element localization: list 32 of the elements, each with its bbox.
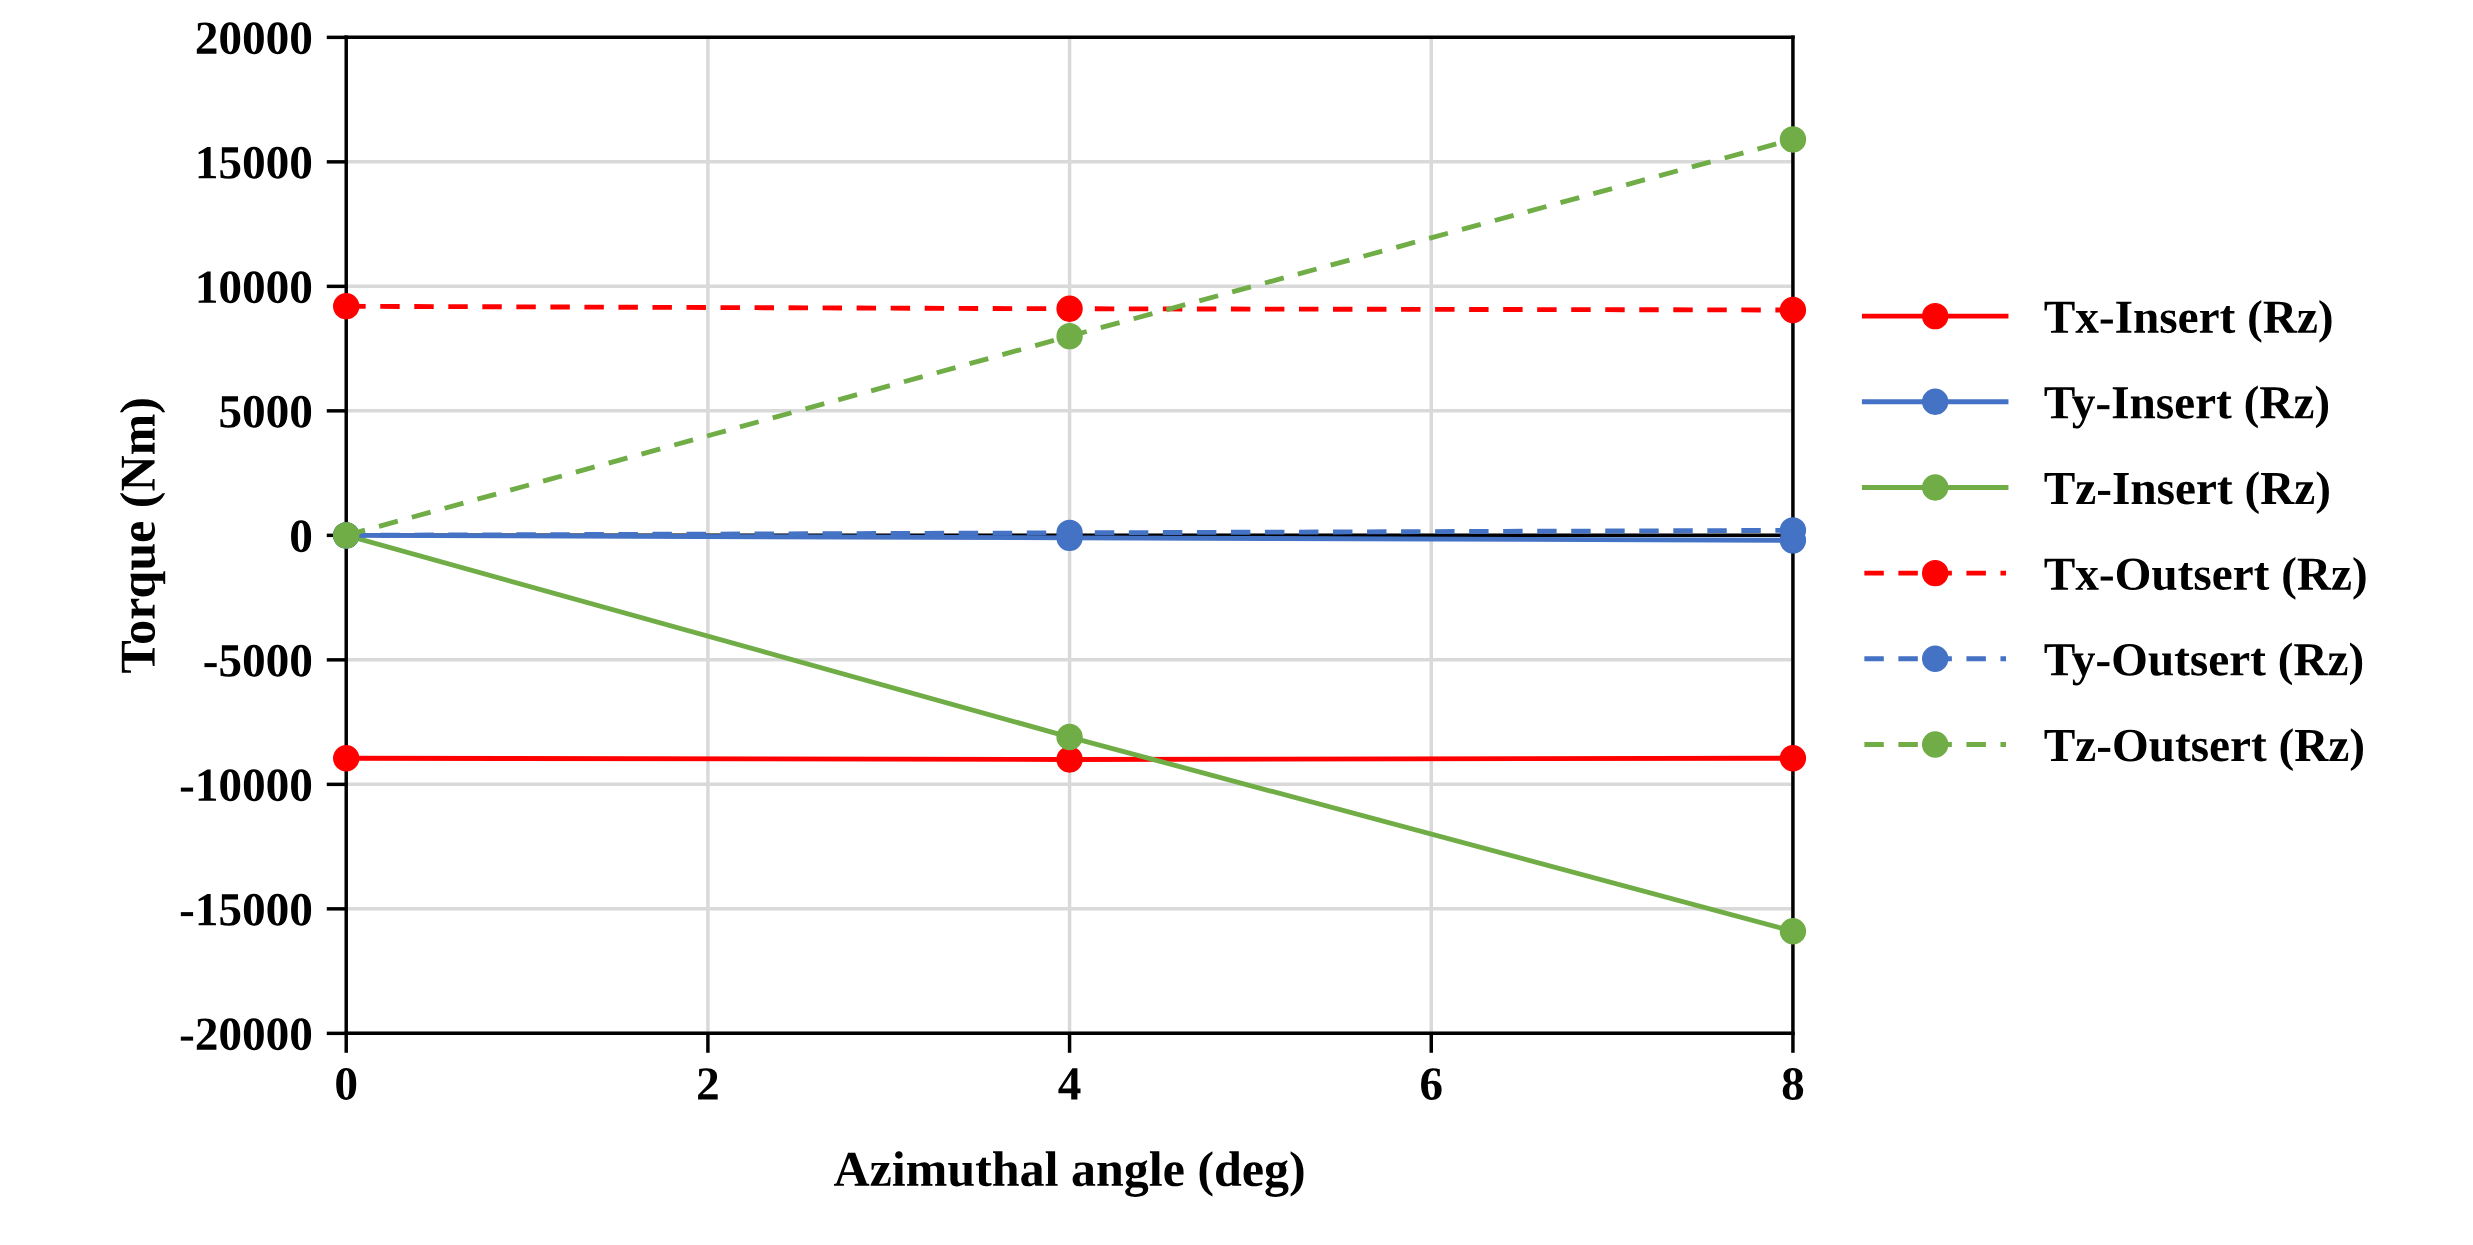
x-tick-label: 4 <box>1058 1068 1081 1100</box>
point <box>1056 322 1083 350</box>
x-tick-label: 8 <box>1782 1068 1804 1100</box>
y-tick-label: 10000 <box>198 271 312 304</box>
y-tick-label: 0 <box>291 520 312 553</box>
point <box>1779 126 1807 153</box>
point <box>1779 296 1807 324</box>
y-tick-label: 15000 <box>198 146 312 179</box>
point <box>1056 295 1083 322</box>
x-axis-title: Azimuthal angle (deg) <box>833 1151 1304 1197</box>
legend-label: Tx-Insert (Rz) <box>2044 299 2332 343</box>
point <box>333 745 360 772</box>
point <box>1056 723 1083 751</box>
y-tick-label: -20000 <box>180 1018 312 1051</box>
y-tick-label: 5000 <box>220 395 312 428</box>
point <box>1056 746 1083 773</box>
point <box>1779 918 1807 945</box>
y-tick-label: -5000 <box>204 644 312 677</box>
point <box>1779 745 1807 772</box>
point <box>333 293 360 320</box>
x-tick-label: 0 <box>336 1068 357 1100</box>
y-tick-label: 20000 <box>196 22 312 55</box>
y-tick-label: -15000 <box>180 893 312 926</box>
legend-label: Tz-Insert (Rz) <box>2044 471 2329 515</box>
legend-label: Tz-Outsert (Rz) <box>2044 728 2363 772</box>
legend-label: Tx-Outsert (Rz) <box>2044 556 2366 600</box>
y-tick-label: -10000 <box>180 769 312 802</box>
legend-label: Ty-Insert (Rz) <box>2044 385 2329 429</box>
legend-label: Ty-Outsert (Rz) <box>2044 642 2363 686</box>
x-tick-label: 6 <box>1421 1068 1442 1100</box>
y-axis-title: Torque (Nm) <box>119 399 166 673</box>
x-tick-label: 2 <box>698 1068 718 1100</box>
